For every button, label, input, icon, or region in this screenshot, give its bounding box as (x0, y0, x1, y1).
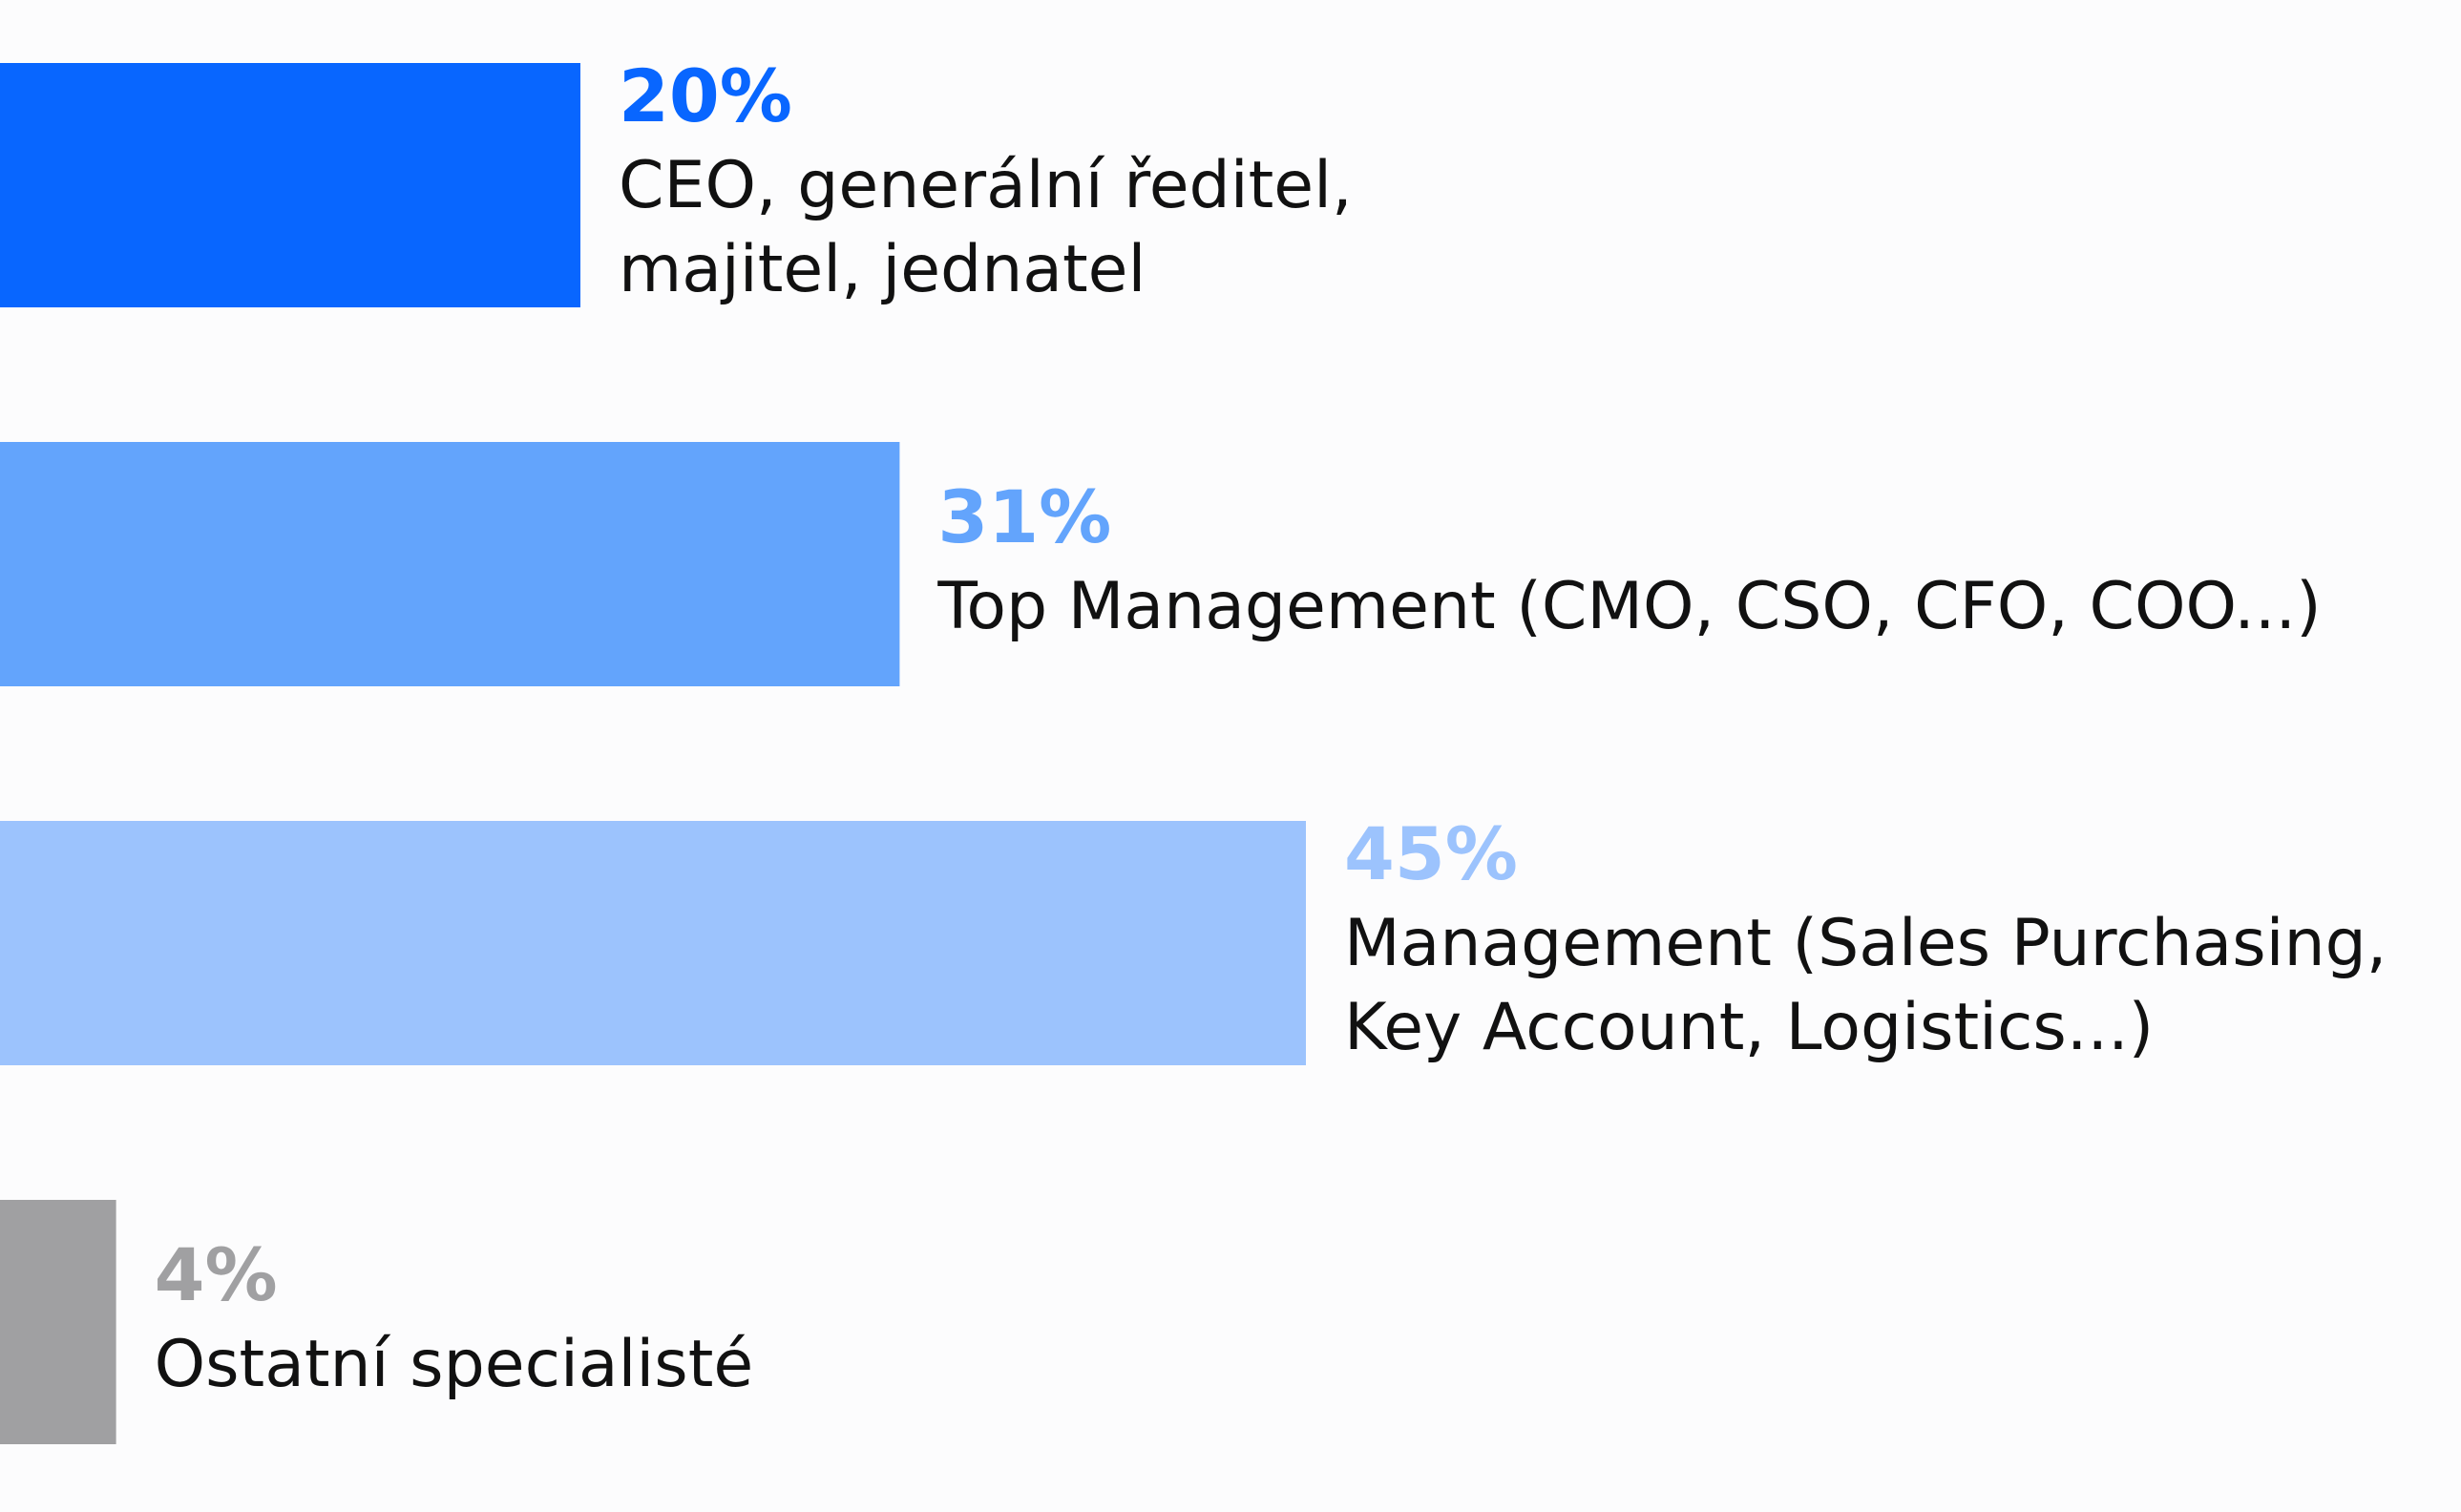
value-label-ceo: 20% (619, 53, 792, 138)
category-label-ceo-line-1: CEO, generální ředitel, (619, 148, 1353, 223)
category-label-management-line-1: Management (Sales Purchasing, (1344, 906, 2387, 981)
bar-group-ceo: 20% CEO, generální ředitel, majitel, jedna… (0, 53, 1353, 307)
bar-other (0, 1200, 116, 1444)
category-label-management-line-2: Key Account, Logistics...) (1344, 990, 2154, 1065)
value-label-other: 4% (155, 1232, 278, 1317)
category-label-top-management-line-1: Top Management (CMO, CSO, CFO, COO...) (936, 569, 2321, 644)
bar-group-other: 4% Ostatní specialisté (0, 1200, 753, 1444)
bar-group-management: 45% Management (Sales Purchasing, Key Acco… (0, 811, 2387, 1065)
category-label-ceo-line-2: majitel, jednatel (619, 232, 1146, 307)
bar-group-top-management: 31% Top Management (CMO, CSO, CFO, COO...… (0, 442, 2322, 686)
value-label-management: 45% (1344, 811, 1518, 896)
category-label-other-line-1: Ostatní specialisté (155, 1327, 754, 1402)
bar-top-management (0, 442, 900, 686)
bar-ceo (0, 63, 580, 307)
bar-management (0, 821, 1306, 1065)
value-label-top-management: 31% (937, 474, 1111, 559)
